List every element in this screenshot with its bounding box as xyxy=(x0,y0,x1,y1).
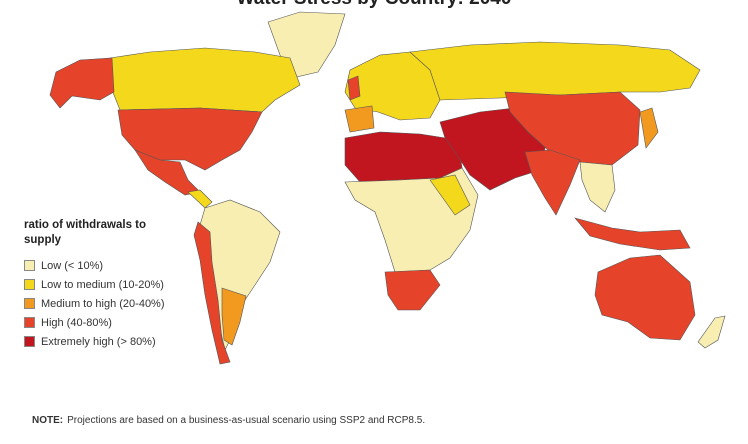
iberia xyxy=(344,105,375,133)
note: NOTE: Projections are based on a business… xyxy=(32,415,425,426)
europe xyxy=(344,51,441,121)
india xyxy=(524,149,581,216)
usa xyxy=(117,107,263,171)
legend-swatch xyxy=(24,317,35,328)
southeast-asia xyxy=(579,161,616,213)
uk xyxy=(347,75,361,101)
map-title: Water Stress by Country: 2040 xyxy=(0,0,748,10)
legend-items: Low (< 10%) Low to medium (10-20%) Medium … xyxy=(24,256,174,351)
russia xyxy=(409,41,701,101)
legend-label: High (40-80%) xyxy=(41,316,112,329)
legend-label: Extremely high (> 80%) xyxy=(41,335,156,348)
legend-item: High (40-80%) xyxy=(24,313,174,332)
indonesia xyxy=(574,217,691,251)
legend-item: Low to medium (10-20%) xyxy=(24,275,174,294)
legend-swatch xyxy=(24,298,35,309)
legend-swatch xyxy=(24,336,35,347)
north-africa xyxy=(344,131,463,183)
southern-africa xyxy=(384,269,441,311)
legend-label: Low (< 10%) xyxy=(41,259,104,272)
legend-item: Low (< 10%) xyxy=(24,256,174,275)
australia xyxy=(594,254,696,341)
japan-korea xyxy=(639,107,659,149)
legend-item: Extremely high (> 80%) xyxy=(24,332,174,351)
legend-label: Low to medium (10-20%) xyxy=(41,278,164,291)
legend: ratio of withdrawals to supply Low (< 10… xyxy=(24,218,174,351)
note-label: NOTE: xyxy=(32,415,64,426)
new-zealand xyxy=(697,315,726,349)
legend-swatch xyxy=(24,260,35,271)
central-america xyxy=(187,189,213,209)
argentina xyxy=(221,287,247,346)
east-africa xyxy=(429,174,471,216)
andes-west xyxy=(193,221,231,365)
legend-item: Medium to high (20-40%) xyxy=(24,294,174,313)
legend-swatch xyxy=(24,279,35,290)
canada xyxy=(109,47,301,113)
legend-title: ratio of withdrawals to supply xyxy=(24,219,147,246)
note-text: Projections are based on a business-as-u… xyxy=(67,415,426,426)
legend-label: Medium to high (20-40%) xyxy=(41,297,165,310)
alaska xyxy=(49,57,115,109)
